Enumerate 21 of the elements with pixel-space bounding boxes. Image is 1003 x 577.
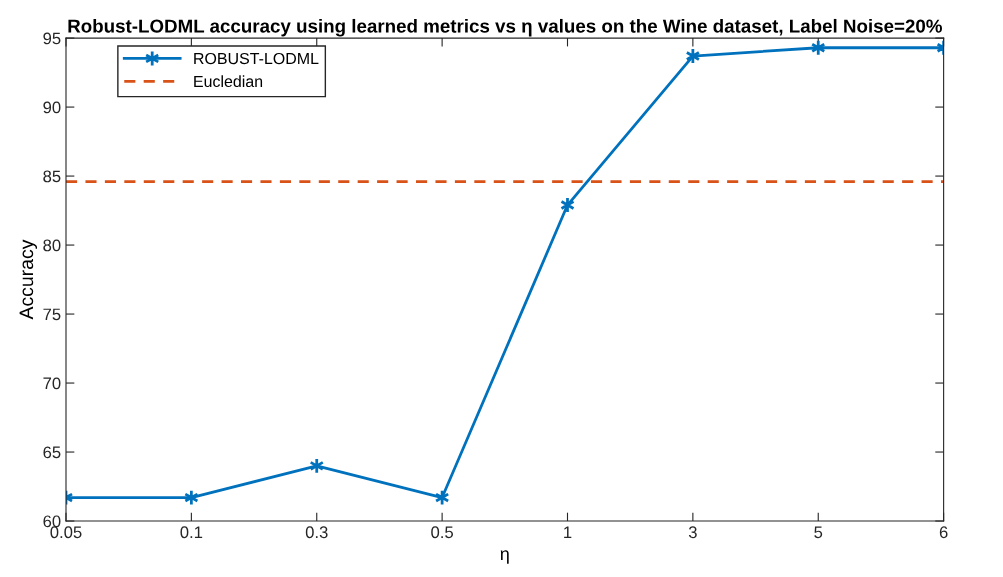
x-tick-label: 0.3	[305, 526, 328, 539]
x-tick-label: 3	[688, 526, 697, 539]
legend-label: Eucledian	[194, 75, 263, 88]
x-tick-label: 0.1	[180, 526, 203, 539]
x-tick-label: 6	[939, 526, 948, 539]
legend-label: ROBUST-LODML	[194, 52, 319, 65]
x-tick-label: 5	[814, 526, 823, 539]
y-tick-label: 80	[43, 239, 61, 252]
y-axis-title: Accuracy	[19, 239, 38, 320]
chart-title: Robust-LODML accuracy using learned metrics vs η values on the Wine dataset, Label Noise=20%	[68, 18, 942, 37]
y-tick-label: 75	[43, 308, 61, 321]
y-tick-label: 95	[43, 32, 61, 45]
y-tick-label: 70	[43, 377, 61, 390]
x-tick-label: 0.05	[50, 526, 82, 539]
x-axis-title: η	[500, 550, 509, 564]
y-tick-label: 60	[43, 515, 61, 528]
x-tick-label: 1	[564, 526, 572, 538]
y-tick-label: 90	[43, 101, 61, 114]
y-tick-label: 65	[43, 446, 61, 459]
x-tick-label: 0.5	[431, 526, 454, 539]
y-tick-label: 85	[43, 170, 61, 183]
